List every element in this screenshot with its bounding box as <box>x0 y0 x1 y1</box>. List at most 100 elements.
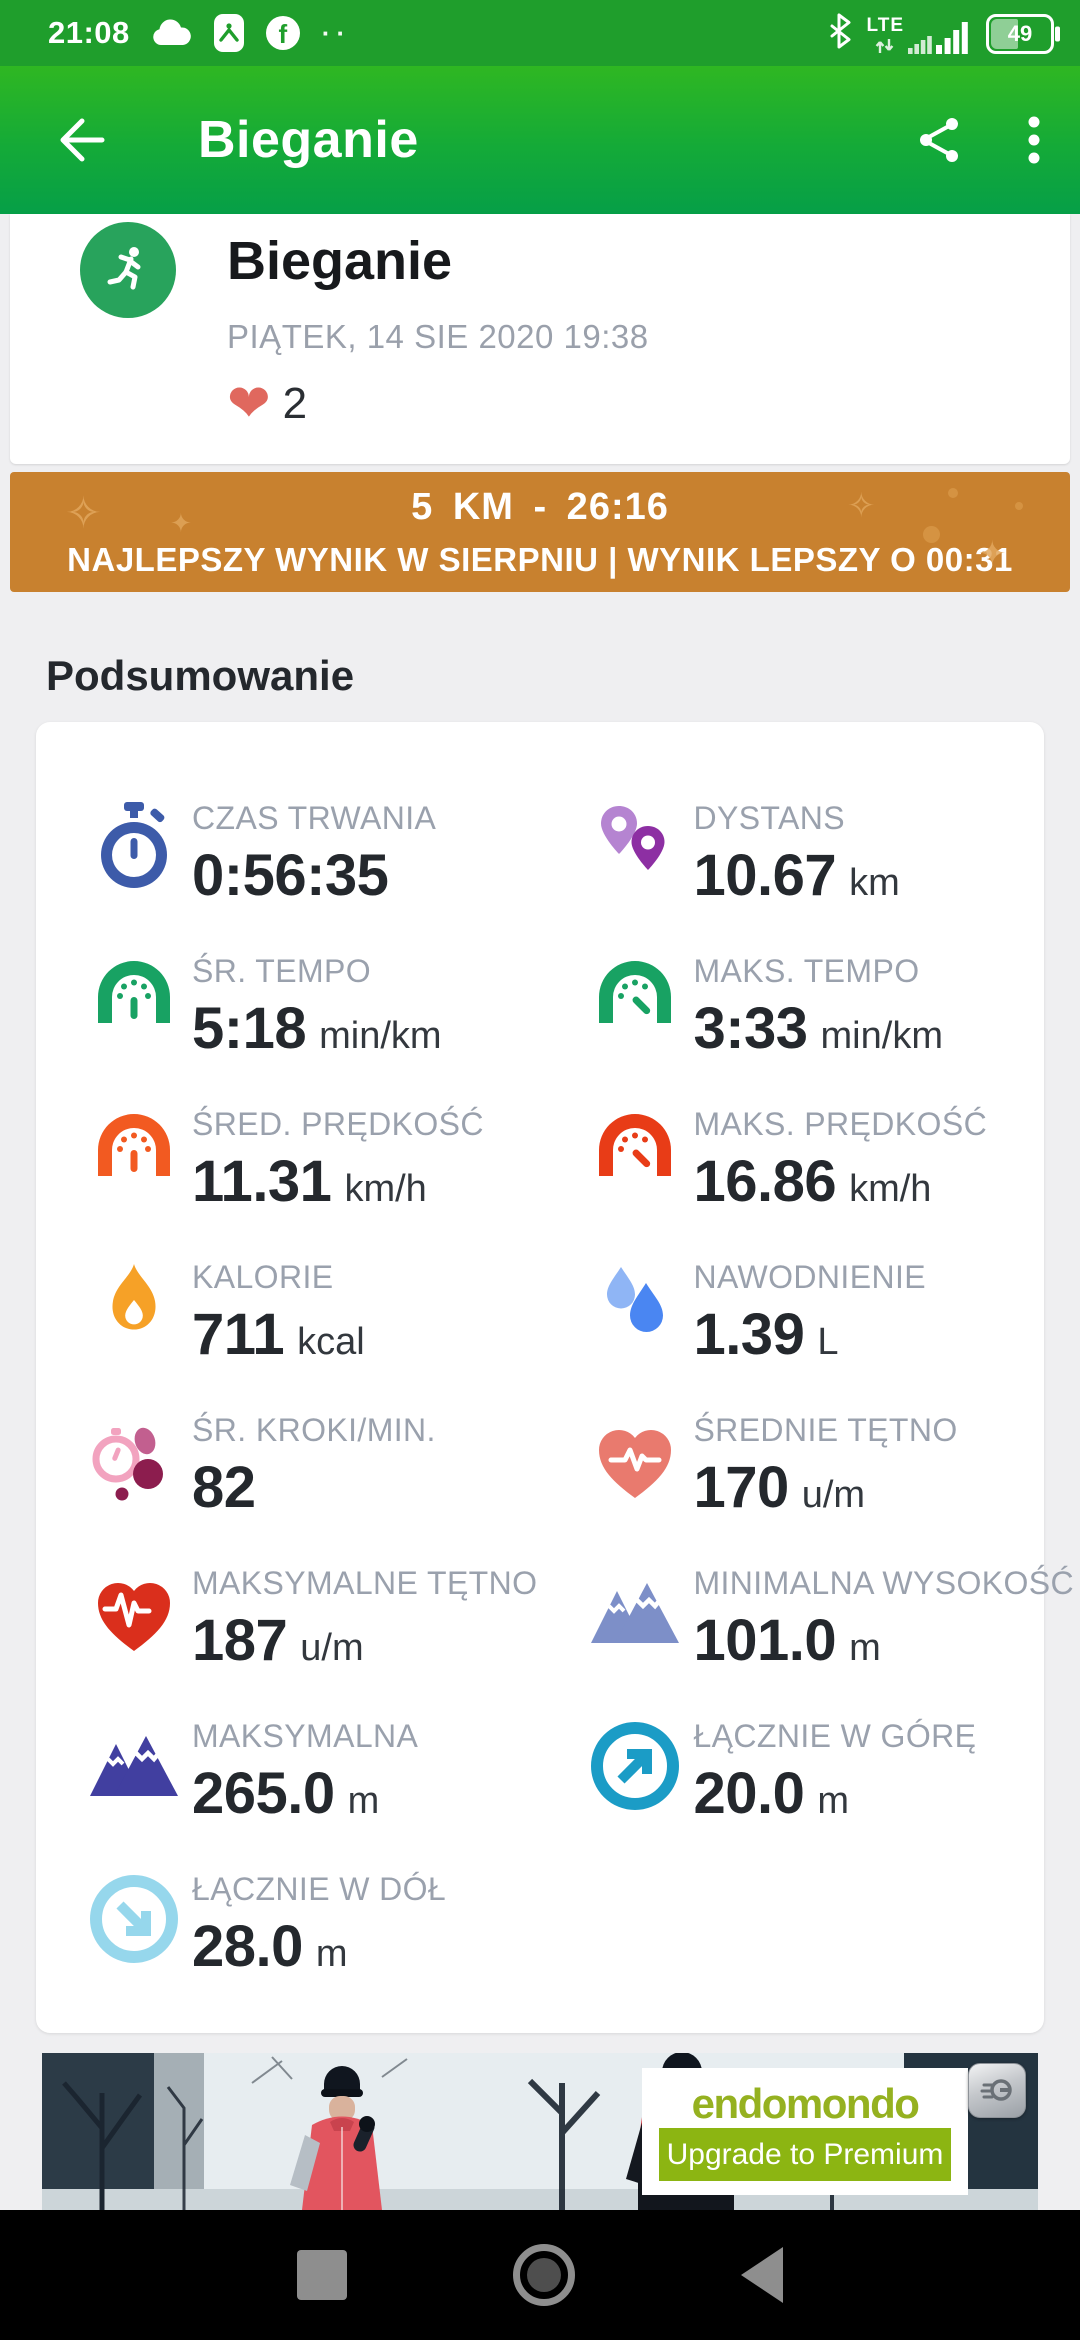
stat-value: 711 <box>192 1302 285 1367</box>
personal-record-banner: ✧ ✦ ✧ ✦ 5 KM - 26:16 NAJLEPSZY WYNIK W S… <box>10 472 1070 592</box>
page-title: Bieganie <box>198 111 419 169</box>
stat-unit: km/h <box>344 1168 427 1210</box>
back-button[interactable] <box>52 113 106 167</box>
heart-ecg-icon <box>86 1565 182 1661</box>
sparkle-icon: ✧ <box>847 487 876 525</box>
stat-value: 101.0 <box>693 1608 837 1673</box>
cell-signal-indicator: LTE <box>867 16 968 54</box>
stat-distance: DYSTANS 10.67 km <box>537 800 1074 908</box>
stat-max-altitude: MAKSYMALNA 265.0 m <box>36 1718 537 1826</box>
network-type-label: LTE <box>866 14 904 36</box>
stat-label: MINIMALNA WYSOKOŚĆ <box>693 1565 1075 1601</box>
android-nav-bar <box>0 2210 1080 2340</box>
ad-choices-badge[interactable] <box>968 2063 1026 2118</box>
stat-label: CZAS TRWANIA <box>192 800 437 836</box>
battery-indicator: 49 <box>986 13 1060 54</box>
home-button[interactable] <box>513 2244 575 2306</box>
status-bar: 21:08 f ·· LTE 49 <box>0 0 1080 66</box>
gauge-red-icon <box>587 1106 683 1202</box>
signal-bars-icon <box>936 21 968 54</box>
stat-value: 16.86 <box>693 1149 837 1214</box>
stat-unit: m <box>817 1780 849 1822</box>
activity-datetime: PIĄTEK, 14 SIE 2020 19:38 <box>227 318 649 355</box>
share-icon <box>920 118 958 162</box>
stat-unit: km/h <box>849 1168 932 1210</box>
stat-label: MAKS. PRĘDKOŚĆ <box>693 1106 988 1142</box>
ad-brand-logo: endomondo <box>691 2080 920 2127</box>
stat-unit: u/m <box>300 1627 364 1669</box>
stat-value: 5:18 <box>192 996 307 1061</box>
stat-unit: kcal <box>297 1321 365 1363</box>
record-detail: NAJLEPSZY WYNIK W SIERPNIU | WYNIK LEPSZ… <box>67 540 1013 578</box>
stat-label: KALORIE <box>192 1259 334 1295</box>
share-button[interactable] <box>916 116 964 164</box>
record-result: 5 KM - 26:16 <box>411 485 669 528</box>
ad-runner-woman <box>290 2066 382 2210</box>
bluetooth-icon <box>827 13 853 54</box>
endomondo-notification-icon <box>213 14 244 52</box>
descent-circle-arrow-icon <box>86 1871 182 1967</box>
stat-value: 82 <box>192 1455 256 1520</box>
summary-card: CZAS TRWANIA 0:56:35 DYSTANS 10.67 km ŚR.… <box>36 722 1074 2033</box>
runner-icon <box>107 247 141 290</box>
stat-value: 187 <box>192 1608 288 1673</box>
stat-value: 11.31 <box>192 1149 332 1214</box>
activity-header-card: Bieganie PIĄTEK, 14 SIE 2020 19:38 ❤ 2 <box>10 214 1070 464</box>
water-drops-icon <box>587 1259 683 1355</box>
stat-label: NAWODNIENIE <box>693 1259 926 1295</box>
stat-unit: m <box>347 1780 380 1822</box>
stat-value: 170 <box>693 1455 789 1520</box>
overflow-menu-button[interactable] <box>1028 114 1040 166</box>
data-arrows-icon <box>875 38 894 53</box>
stat-label: ŁĄCZNIE W DÓŁ <box>192 1871 447 1907</box>
stopwatch-icon <box>86 800 182 896</box>
stat-value: 265.0 <box>192 1761 335 1826</box>
sparkle-icon: ✦ <box>978 535 1007 573</box>
sparkle-dot <box>948 488 958 498</box>
back-arrow-icon <box>60 118 105 162</box>
map-pins-icon <box>587 800 683 896</box>
stat-avg-pace: ŚR. TEMPO 5:18 min/km <box>36 953 537 1061</box>
stat-unit: u/m <box>801 1474 866 1516</box>
battery-nub <box>1055 26 1060 41</box>
stat-label: ŚR. TEMPO <box>192 953 372 989</box>
stat-label: ŚR. KROKI/MIN. <box>192 1412 436 1448</box>
likes-count: 2 <box>282 379 308 428</box>
like-heart-icon[interactable]: ❤ <box>227 375 271 433</box>
mountains-light-icon <box>587 1565 683 1661</box>
stat-avg-speed: ŚRED. PRĘDKOŚĆ 11.31 km/h <box>36 1106 537 1214</box>
battery-fill <box>991 18 1019 49</box>
stat-hydration: NAWODNIENIE 1.39 L <box>537 1259 1074 1367</box>
facebook-notification-icon: f <box>265 16 300 50</box>
stat-unit: m <box>849 1627 881 1669</box>
likes-row[interactable]: ❤ 2 <box>227 378 649 430</box>
stat-total-ascent: ŁĄCZNIE W GÓRĘ 20.0 m <box>537 1718 1074 1826</box>
stat-label: MAKS. TEMPO <box>693 953 920 989</box>
stat-value: 0:56:35 <box>192 843 389 908</box>
stat-max-pace: MAKS. TEMPO 3:33 min/km <box>537 953 1074 1061</box>
flame-icon <box>86 1259 182 1355</box>
sparkle-dot <box>1015 502 1023 510</box>
android-back-button[interactable] <box>741 2247 783 2303</box>
stat-min-altitude: MINIMALNA WYSOKOŚĆ 101.0 m <box>537 1565 1075 1673</box>
ad-banner[interactable]: endomondo Upgrade to Premium <box>42 2053 1038 2210</box>
recents-button[interactable] <box>297 2250 347 2300</box>
stat-total-descent: ŁĄCZNIE W DÓŁ 28.0 m <box>36 1871 537 1979</box>
app-bar: Bieganie <box>0 66 1080 214</box>
gauge-green-icon <box>86 953 182 1049</box>
overflow-menu-icon <box>1028 116 1040 164</box>
stat-label: MAKSYMALNA <box>192 1718 419 1754</box>
stat-max-speed: MAKS. PRĘDKOŚĆ 16.86 km/h <box>537 1106 1074 1214</box>
stat-value: 10.67 <box>693 843 837 908</box>
activity-title: Bieganie <box>227 231 453 291</box>
sparkle-dot <box>923 526 940 543</box>
heart-pulse-icon <box>587 1412 683 1508</box>
ad-cta-button[interactable]: Upgrade to Premium <box>659 2128 951 2181</box>
stat-label: DYSTANS <box>693 800 846 836</box>
battery-percent: 49 <box>1007 20 1033 46</box>
activity-avatar <box>80 222 176 318</box>
stat-value: 3:33 <box>693 996 808 1061</box>
more-notifications-icon: ·· <box>321 17 352 48</box>
ascent-circle-arrow-icon <box>587 1718 683 1814</box>
stat-duration: CZAS TRWANIA 0:56:35 <box>36 800 537 908</box>
